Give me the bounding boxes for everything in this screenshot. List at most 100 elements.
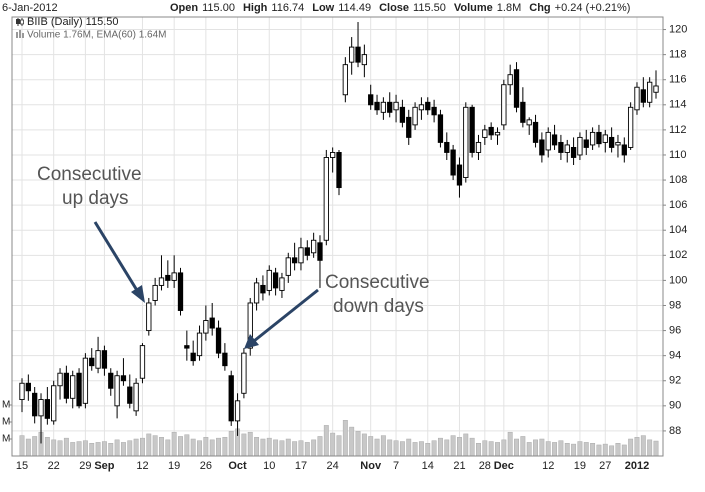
y-tick-label: 96: [669, 324, 681, 336]
volume-bar: [184, 434, 190, 457]
candle-body: [615, 141, 621, 146]
y-tick-label: 104: [669, 224, 687, 236]
volume-bar: [590, 443, 596, 457]
volume-bar: [488, 441, 494, 457]
candle-body: [133, 382, 139, 412]
volume-bar: [444, 439, 450, 457]
volume-bar: [640, 435, 646, 457]
candle-body: [399, 106, 406, 123]
candle-body: [469, 106, 475, 153]
volume-bar: [323, 425, 329, 457]
volume-bar: [190, 438, 196, 457]
y-tick-label: 92: [669, 375, 681, 387]
candle-body: [368, 94, 374, 106]
candle-body: [82, 357, 89, 404]
volume-bar: [127, 440, 133, 457]
candle-body: [310, 239, 317, 254]
volume-bar: [615, 443, 621, 457]
candle-body: [513, 69, 520, 108]
x-tick-label: 22: [48, 460, 60, 472]
volume-bar: [203, 437, 209, 457]
candle-body: [184, 345, 190, 349]
candle-body: [412, 106, 418, 126]
candle-body: [108, 372, 114, 389]
x-tick-label: 28: [479, 460, 491, 472]
volume-bar: [298, 440, 304, 457]
volume-bar: [393, 440, 399, 457]
volume-bar: [545, 441, 551, 457]
y-tick-label: 110: [669, 149, 687, 161]
x-tick-label: 29: [79, 460, 91, 472]
annotation-text: Consecutive: [37, 164, 142, 185]
x-tick-label: 19: [168, 460, 180, 472]
volume-bar: [89, 443, 95, 457]
volume-bar: [120, 442, 126, 457]
candle-body: [393, 101, 399, 111]
candle-body: [165, 274, 171, 281]
volume-bar: [311, 439, 317, 457]
x-tick-label: Nov: [360, 460, 382, 472]
candle-body: [304, 247, 310, 256]
volume-bar: [628, 438, 634, 457]
volume-bar: [457, 437, 462, 457]
y-tick-label: 100: [669, 274, 687, 286]
x-tick-label: 19: [574, 460, 586, 472]
candle-layer: [19, 22, 659, 444]
header-label: Chg: [529, 2, 550, 14]
x-tick-label: 12: [542, 460, 554, 472]
header-value: 115.00: [202, 2, 235, 14]
volume-bar: [647, 439, 653, 457]
y-tick-label: 90: [669, 400, 681, 412]
volume-bar: [266, 437, 272, 457]
x-tick-label: 17: [295, 460, 307, 472]
candle-body: [570, 146, 577, 158]
y-tick-label: 108: [669, 174, 687, 186]
candle-body: [380, 101, 387, 113]
volume-bar: [216, 437, 221, 457]
y-tick-label: 94: [669, 350, 681, 362]
candle-body: [564, 144, 570, 153]
candle-body: [374, 101, 380, 111]
candle-body: [152, 284, 158, 301]
volume-bar: [51, 439, 57, 457]
volume-bar: [228, 431, 234, 457]
candle-body: [95, 350, 101, 369]
x-tick-label: Dec: [494, 460, 514, 472]
y-tick-label: 106: [669, 199, 687, 211]
annotation-text: Consecutive: [325, 272, 430, 293]
candle-body: [127, 386, 133, 404]
candle-body: [418, 104, 425, 111]
volume-bar: [583, 442, 589, 457]
candle-body: [279, 277, 285, 291]
volume-bar: [653, 440, 659, 457]
annotation-text: down days: [333, 296, 424, 317]
volume-bar: [70, 442, 76, 457]
candle-body: [425, 101, 431, 111]
volume-bar: [19, 435, 25, 457]
candle-body: [482, 129, 488, 138]
volume-bar: [621, 444, 627, 457]
candle-body: [317, 242, 323, 261]
header-value: 1.8M: [497, 2, 521, 14]
candle-body: [494, 131, 501, 136]
y-tick-label: 116: [669, 74, 687, 86]
volume-bar: [25, 438, 31, 457]
candle-body: [640, 89, 646, 103]
header-date: 6-Jan-2012: [2, 2, 58, 14]
volume-bar: [634, 437, 640, 457]
candle-body: [634, 86, 640, 111]
volume-bar: [279, 440, 285, 457]
volume-bar: [178, 436, 183, 457]
volume-bar: [273, 439, 279, 457]
x-tick-label: 7: [393, 460, 399, 472]
volume-bar: [507, 431, 513, 457]
volume-bar: [63, 437, 69, 457]
candle-body: [431, 106, 437, 116]
header-label: Volume: [454, 2, 493, 14]
candle-body: [526, 119, 532, 126]
annotation-arrow: [93, 221, 319, 349]
volume-bar: [533, 439, 538, 457]
candle-body: [539, 139, 545, 156]
x-tick-label: 10: [263, 460, 275, 472]
